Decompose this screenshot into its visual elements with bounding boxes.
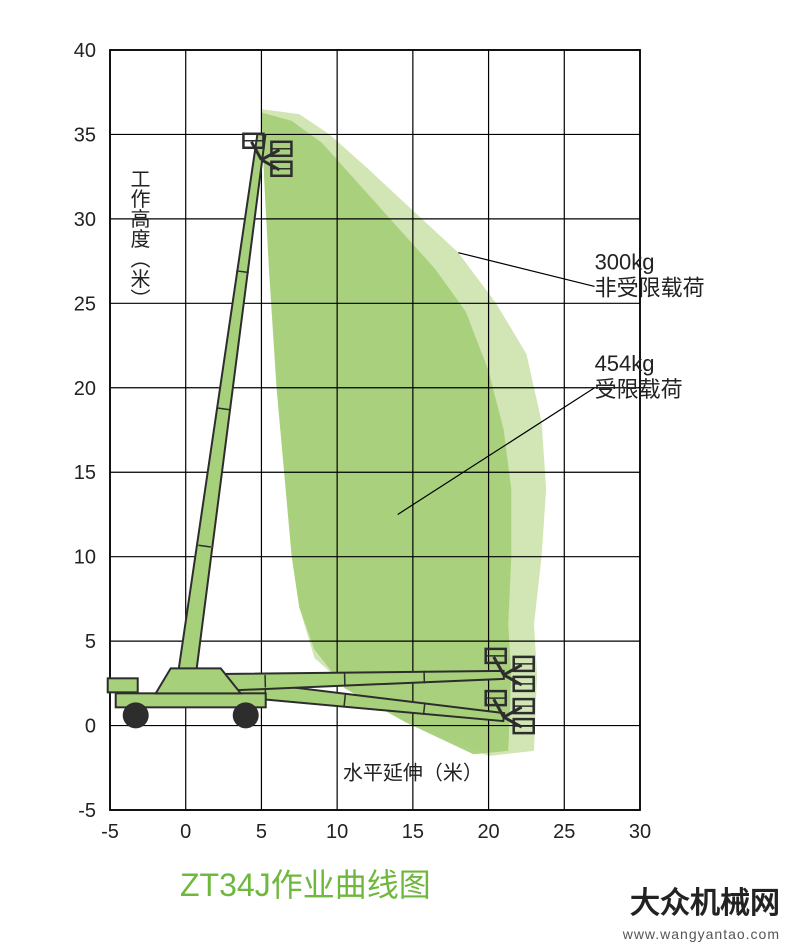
- svg-text:-5: -5: [101, 821, 119, 843]
- svg-text:5: 5: [85, 631, 96, 653]
- svg-text:25: 25: [553, 821, 575, 843]
- svg-text:-5: -5: [78, 800, 96, 822]
- svg-text:35: 35: [74, 124, 96, 146]
- svg-text:40: 40: [74, 40, 96, 62]
- chart-caption: ZT34J作业曲线图: [180, 860, 431, 906]
- svg-text:15: 15: [74, 462, 96, 484]
- svg-text:0: 0: [180, 821, 191, 843]
- svg-text:受限载荷: 受限载荷: [595, 377, 683, 402]
- svg-text:300kg: 300kg: [595, 250, 655, 275]
- svg-text:10: 10: [326, 821, 348, 843]
- svg-text:25: 25: [74, 293, 96, 315]
- svg-text:非受限载荷: 非受限载荷: [595, 276, 705, 301]
- chart-svg: -5 0 5 10 15 20 25 30 -5 0 5 10 15 20 25 30 35 40 工作高度（米） 水…: [0, 0, 800, 870]
- svg-text:0: 0: [85, 716, 96, 738]
- svg-text:30: 30: [629, 821, 651, 843]
- watermark-url: www.wangyantao.com: [623, 926, 780, 942]
- svg-text:15: 15: [402, 821, 424, 843]
- page: -5 0 5 10 15 20 25 30 -5 0 5 10 15 20 25 30 35 40 工作高度（米） 水…: [0, 0, 800, 952]
- svg-text:454kg: 454kg: [595, 351, 655, 376]
- svg-text:20: 20: [74, 378, 96, 400]
- svg-text:水平延伸（米）: 水平延伸（米）: [343, 762, 483, 785]
- svg-text:20: 20: [477, 821, 499, 843]
- svg-text:10: 10: [74, 547, 96, 569]
- watermark-cn: 大众机械网: [630, 878, 780, 922]
- reach-chart: -5 0 5 10 15 20 25 30 -5 0 5 10 15 20 25 30 35 40 工作高度（米） 水…: [0, 0, 800, 870]
- svg-text:工作高度（米）: 工作高度（米）: [127, 168, 150, 308]
- svg-text:5: 5: [256, 821, 267, 843]
- svg-text:30: 30: [74, 209, 96, 231]
